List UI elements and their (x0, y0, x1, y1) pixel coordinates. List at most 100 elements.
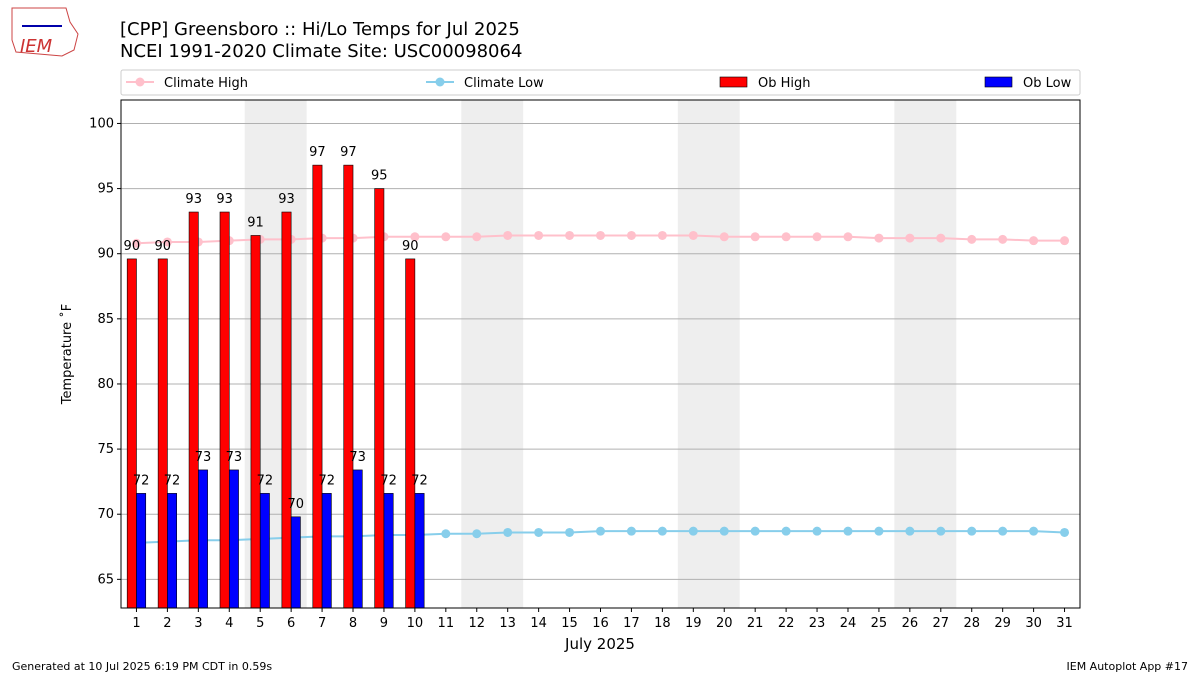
legend-label: Climate Low (464, 76, 544, 91)
x-tick-label: 27 (933, 616, 950, 631)
point (441, 529, 451, 539)
x-tick-label: 10 (407, 616, 424, 631)
y-tick-label: 95 (97, 182, 114, 197)
point (936, 526, 946, 536)
data-label: 72 (257, 473, 274, 488)
x-tick-label: 13 (499, 616, 516, 631)
point (967, 526, 977, 536)
x-tick-label: 5 (256, 616, 264, 631)
point (162, 237, 172, 247)
bar (259, 493, 270, 609)
weekend-shade (677, 100, 740, 608)
x-tick-label: 22 (778, 616, 795, 631)
point (874, 526, 884, 536)
point (750, 232, 760, 242)
x-tick-label: 2 (163, 616, 171, 631)
y-tick-label: 100 (89, 116, 114, 131)
x-tick-label: 8 (349, 616, 357, 631)
data-label: 90 (154, 239, 171, 254)
x-tick-label: 29 (994, 616, 1011, 631)
point (410, 232, 420, 242)
point (998, 234, 1008, 244)
x-axis-label: July 2025 (564, 635, 635, 653)
point (812, 526, 822, 536)
point (781, 526, 791, 536)
point (1060, 236, 1070, 246)
point (472, 232, 482, 242)
x-tick-label: 12 (468, 616, 485, 631)
logo-text: IEM (20, 36, 53, 57)
x-tick-label: 7 (318, 616, 326, 631)
point (843, 232, 853, 242)
bar (198, 469, 208, 609)
x-tick-label: 23 (809, 616, 826, 631)
point (781, 232, 791, 242)
point (503, 230, 513, 240)
logo: IEM (11, 7, 79, 57)
footer-left: Generated at 10 Jul 2025 6:19 PM CDT in … (12, 660, 272, 673)
x-tick-label: 30 (1025, 616, 1042, 631)
x-tick-label: 31 (1056, 616, 1073, 631)
point (626, 230, 636, 240)
legend-label: Climate High (164, 76, 248, 91)
bar (321, 493, 332, 609)
x-tick-label: 20 (716, 616, 733, 631)
point (626, 526, 636, 536)
x-tick-label: 11 (438, 616, 455, 631)
x-tick-label: 14 (530, 616, 547, 631)
bar (228, 469, 239, 609)
bar (126, 258, 137, 609)
x-tick-label: 9 (380, 616, 388, 631)
x-tick-label: 19 (685, 616, 702, 631)
x-tick-label: 1 (132, 616, 140, 631)
point (688, 230, 698, 240)
bar (405, 258, 416, 609)
data-label: 93 (278, 192, 295, 207)
legend-swatch (984, 76, 1013, 88)
point (967, 234, 977, 244)
point (843, 526, 853, 536)
x-tick-label: 16 (592, 616, 609, 631)
bar (250, 235, 261, 609)
bar (343, 164, 354, 609)
y-tick-label: 65 (97, 572, 114, 587)
plot-frame (120, 99, 1081, 609)
bar (281, 211, 292, 609)
data-label: 93 (185, 192, 202, 207)
bar (352, 469, 363, 609)
point (936, 233, 946, 243)
point (657, 230, 667, 240)
point (998, 526, 1008, 536)
data-label: 90 (124, 239, 141, 254)
point (1029, 236, 1039, 246)
point (1029, 526, 1039, 536)
point (1060, 527, 1070, 537)
point (596, 230, 605, 240)
point (534, 527, 544, 537)
data-label: 97 (309, 145, 326, 160)
y-tick-label: 80 (97, 377, 114, 392)
legend-marker (435, 77, 445, 87)
chart-title: [CPP] Greensboro :: Hi/Lo Temps for Jul … (120, 19, 520, 40)
bar (136, 493, 147, 609)
data-label: 72 (411, 473, 428, 488)
point (905, 233, 915, 243)
data-label: 91 (247, 215, 264, 230)
point (131, 238, 141, 248)
data-label: 97 (340, 145, 357, 160)
bar (374, 188, 385, 609)
data-label: 72 (164, 473, 181, 488)
point (874, 233, 884, 243)
bar (312, 164, 323, 609)
y-tick-label: 90 (97, 247, 114, 262)
point (719, 232, 729, 242)
point (719, 526, 729, 536)
bar (188, 211, 199, 609)
legend-label: Ob High (758, 76, 811, 91)
y-tick-label: 70 (97, 507, 114, 522)
point (812, 232, 822, 242)
bar (157, 258, 168, 609)
data-label: 72 (133, 473, 150, 488)
y-tick-label: 75 (97, 442, 114, 457)
